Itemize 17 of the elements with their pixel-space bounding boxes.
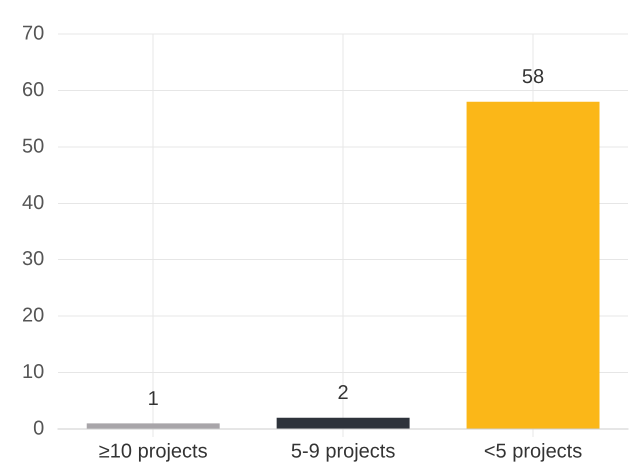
x-tick-label: 5-9 projects <box>290 440 396 463</box>
y-tick-label: 40 <box>22 192 44 214</box>
y-tick-label: 20 <box>22 304 44 327</box>
y-tick-label: 70 <box>22 22 44 45</box>
y-tick-label: 10 <box>22 361 44 384</box>
data-label: 58 <box>522 66 544 88</box>
data-label: 1 <box>148 388 159 410</box>
x-tick-label: ≥10 projects <box>98 440 208 463</box>
data-label: 2 <box>338 382 349 404</box>
bar <box>466 102 600 428</box>
y-tick-label: 0 <box>33 418 44 440</box>
y-tick-label: 50 <box>22 135 44 158</box>
x-tick-label: <5 projects <box>484 440 582 463</box>
y-tick-label: 30 <box>22 248 44 270</box>
bar <box>86 423 220 428</box>
y-tick-label: 60 <box>22 78 44 101</box>
bar <box>276 418 410 428</box>
